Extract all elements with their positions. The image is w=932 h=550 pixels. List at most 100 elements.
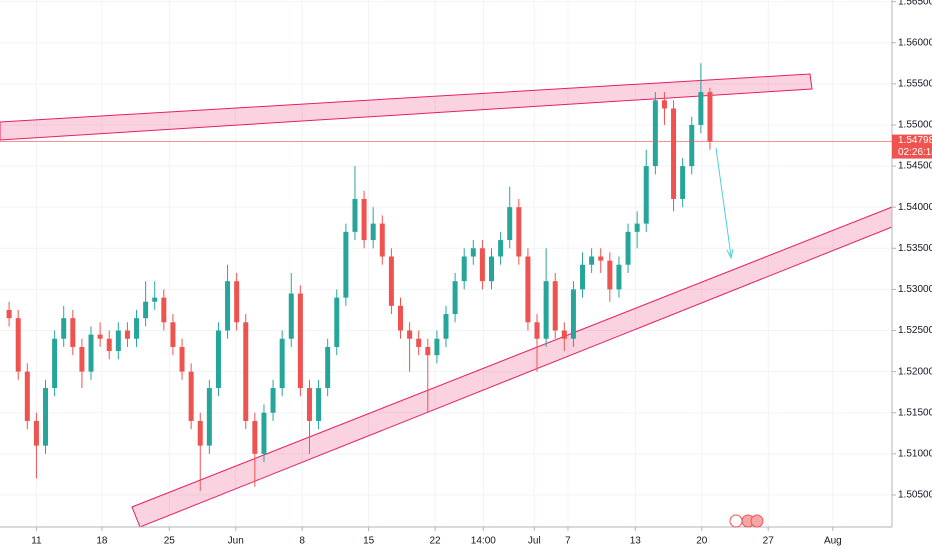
candle-body bbox=[671, 108, 677, 199]
candle-body bbox=[134, 318, 140, 339]
candle-body bbox=[561, 330, 567, 339]
candle-body bbox=[79, 346, 85, 372]
candle-body bbox=[343, 231, 349, 298]
candle-body bbox=[97, 334, 103, 339]
candle-body bbox=[61, 318, 67, 339]
event-icon[interactable] bbox=[750, 514, 764, 528]
candle-body bbox=[598, 256, 604, 261]
candle-body bbox=[461, 256, 467, 282]
x-tick-label: 15 bbox=[363, 536, 375, 547]
x-tick-label: 7 bbox=[565, 536, 571, 547]
y-tick-label: 1.51000 bbox=[898, 448, 932, 459]
candle-body bbox=[589, 256, 595, 265]
candle-body bbox=[334, 297, 340, 347]
y-tick-label: 1.54000 bbox=[898, 202, 932, 213]
candle-body bbox=[252, 420, 258, 454]
candle-body bbox=[161, 297, 167, 323]
candle-body bbox=[634, 223, 640, 232]
candle-body bbox=[70, 318, 76, 347]
candle-body bbox=[6, 309, 12, 319]
x-tick-label: 27 bbox=[763, 536, 775, 547]
candle-body bbox=[525, 256, 531, 323]
candle-body bbox=[188, 371, 194, 421]
candle-body bbox=[407, 330, 413, 339]
candle-body bbox=[689, 124, 695, 167]
candle-body bbox=[707, 92, 713, 142]
last-price-label: 1.54798 bbox=[898, 135, 932, 146]
grid bbox=[0, 0, 892, 527]
arrow-line bbox=[715, 147, 732, 257]
x-tick-label: 18 bbox=[96, 536, 108, 547]
event-icon[interactable] bbox=[729, 514, 743, 528]
candle-body bbox=[15, 318, 21, 372]
last-price-box bbox=[892, 134, 932, 159]
x-tick-label: Jun bbox=[228, 536, 244, 547]
candle-body bbox=[325, 346, 331, 389]
candle-body bbox=[43, 388, 49, 446]
y-tick-label: 1.56500 bbox=[898, 0, 932, 7]
candle-body bbox=[316, 388, 322, 421]
candle-body bbox=[297, 293, 303, 389]
candle-body bbox=[516, 207, 522, 257]
candles bbox=[6, 63, 713, 491]
y-tick-label: 1.53000 bbox=[898, 284, 932, 295]
candle-body bbox=[616, 264, 622, 290]
candle-body bbox=[352, 198, 358, 232]
candle-body bbox=[570, 289, 576, 339]
countdown-label: 02:26:14 bbox=[898, 147, 932, 158]
candle-body bbox=[225, 281, 231, 331]
candle-body bbox=[143, 301, 149, 319]
candle-body bbox=[416, 338, 422, 347]
toolbar-icons bbox=[729, 514, 764, 528]
upper-channel bbox=[0, 73, 813, 141]
x-tick-label: 20 bbox=[696, 536, 708, 547]
candle-body bbox=[625, 231, 631, 265]
candle-body bbox=[261, 412, 267, 454]
candle-body bbox=[124, 330, 130, 339]
candle-body bbox=[197, 420, 203, 446]
x-tick-label: Jul bbox=[528, 536, 541, 547]
y-tick-label: 1.55500 bbox=[898, 79, 932, 90]
x-tick-label: 11 bbox=[31, 536, 42, 547]
candle-body bbox=[425, 346, 431, 356]
candle-body bbox=[379, 223, 385, 257]
candle-body bbox=[206, 388, 212, 446]
arrow-head bbox=[726, 248, 734, 260]
candle-body bbox=[580, 264, 586, 290]
candle-body bbox=[279, 338, 285, 389]
x-tick-label: Aug bbox=[824, 536, 842, 547]
candle-body bbox=[306, 388, 312, 421]
x-tick-label: 25 bbox=[164, 536, 176, 547]
y-tick-label: 1.52000 bbox=[898, 366, 932, 377]
candle-body bbox=[479, 248, 485, 282]
candle-body bbox=[115, 330, 121, 352]
projection-arrow bbox=[715, 147, 734, 260]
candle-body bbox=[361, 198, 367, 241]
y-tick-label: 1.50500 bbox=[898, 490, 932, 501]
y-tick-label: 1.51500 bbox=[898, 407, 932, 418]
candle-body bbox=[543, 281, 549, 339]
candle-body bbox=[698, 92, 704, 125]
candle-body bbox=[452, 281, 458, 315]
candle-body bbox=[643, 166, 649, 224]
candle-body bbox=[498, 240, 504, 257]
candle-body bbox=[370, 223, 376, 241]
candle-body bbox=[234, 281, 240, 323]
y-tick-label: 1.52500 bbox=[898, 325, 932, 336]
candle-body bbox=[270, 388, 276, 413]
x-tick-label: 8 bbox=[299, 536, 305, 547]
candle-body bbox=[443, 314, 449, 339]
candle-body bbox=[388, 256, 394, 306]
y-tick-label: 1.55000 bbox=[898, 120, 932, 131]
candle-body bbox=[24, 371, 30, 421]
candle-body bbox=[33, 420, 39, 446]
candle-body bbox=[607, 260, 613, 290]
x-tick-label: 14:00 bbox=[471, 536, 496, 547]
y-tick-label: 1.54500 bbox=[898, 161, 932, 172]
candle-body bbox=[288, 293, 294, 339]
candle-body bbox=[434, 338, 440, 356]
candle-body bbox=[52, 338, 58, 389]
